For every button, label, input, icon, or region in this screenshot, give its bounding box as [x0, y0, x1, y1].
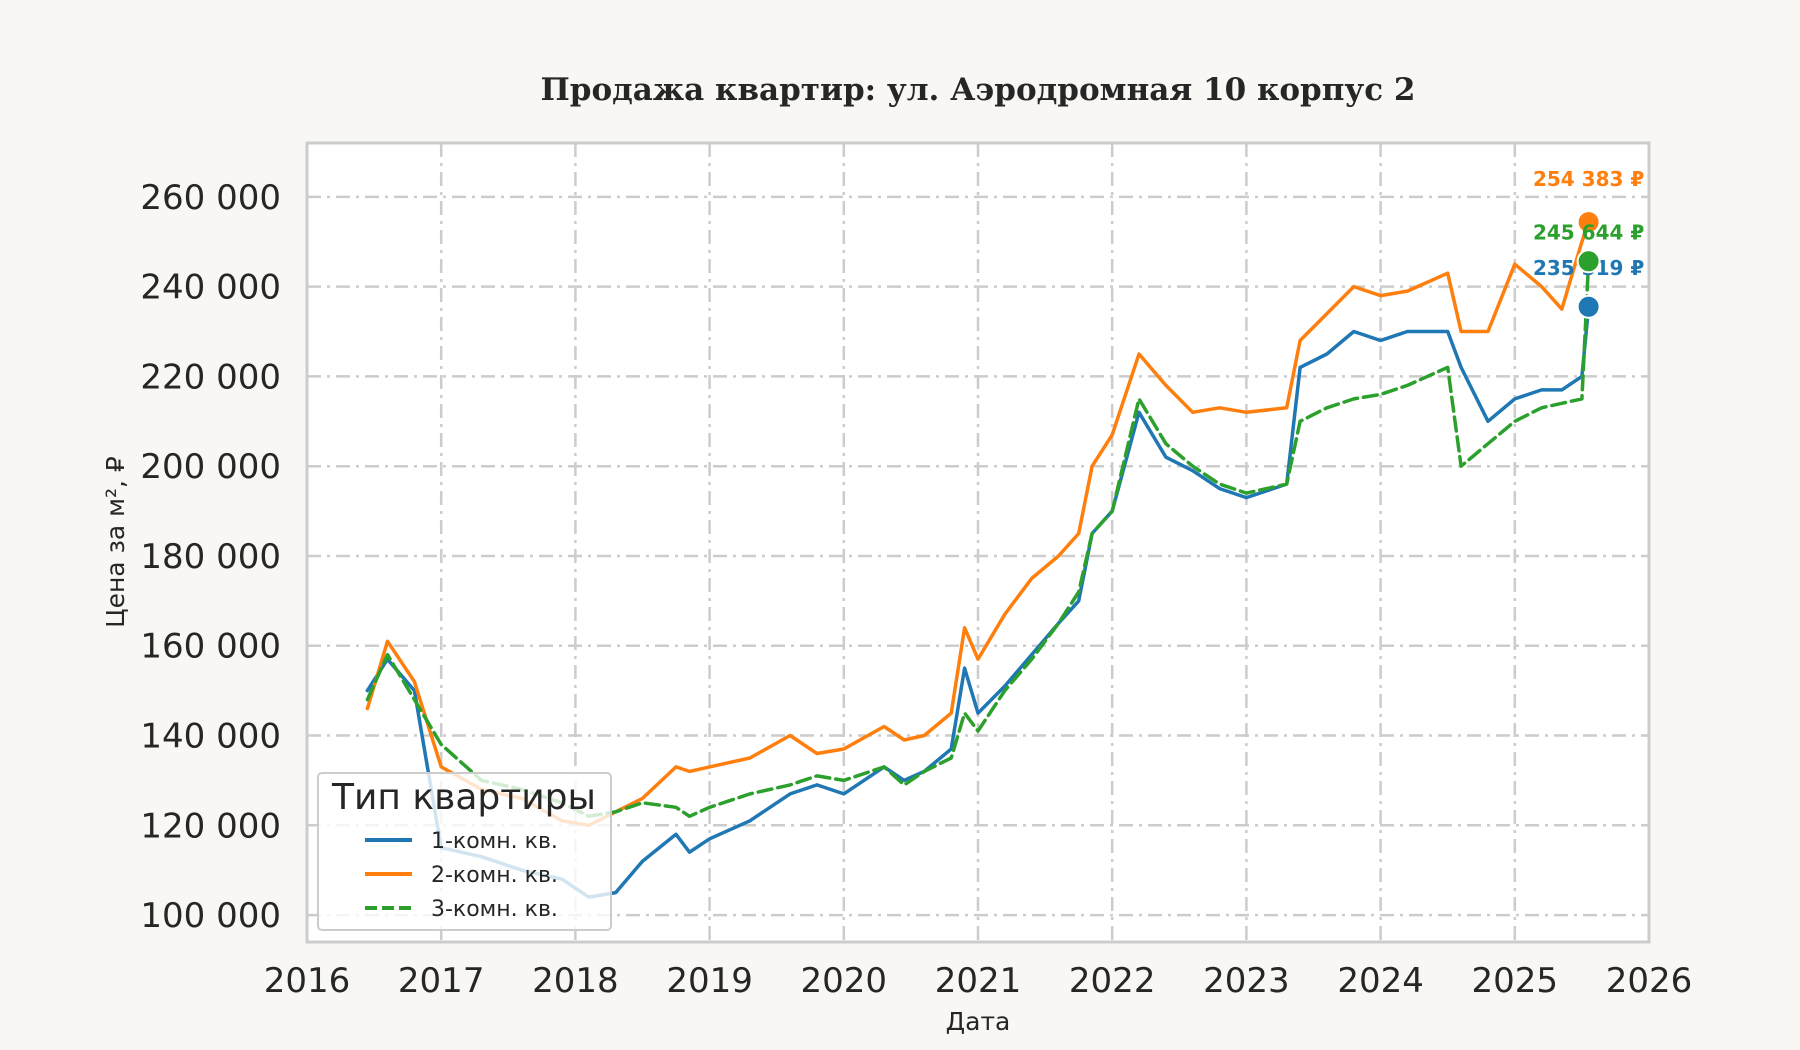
legend-title: Тип квартиры — [331, 777, 596, 818]
series-end-marker-2 — [1576, 210, 1601, 235]
series-end-label-3: 245 644 ₽ — [1533, 220, 1644, 244]
x-tick-label: 2025 — [1472, 961, 1559, 1001]
x-tick-label: 2024 — [1337, 961, 1424, 1001]
legend-label-2: 2-комн. кв. — [431, 863, 558, 888]
y-tick-label: 180 000 — [140, 537, 281, 577]
y-tick-label: 240 000 — [140, 268, 281, 308]
x-tick-label: 2020 — [801, 961, 888, 1001]
y-tick-label: 220 000 — [140, 357, 281, 397]
y-axis-ticks: 100 000 120 000 140 000 160 000 180 000 200 0… — [140, 178, 281, 936]
y-tick-label: 120 000 — [140, 806, 281, 846]
x-tick-label: 2023 — [1203, 961, 1290, 1001]
series-end-marker-1 — [1576, 294, 1601, 319]
x-axis-label: Дата — [946, 1007, 1011, 1036]
y-tick-label: 100 000 — [140, 896, 281, 936]
legend: Тип квартиры 1-комн. кв. 2-комн. кв. 3-ком… — [317, 772, 612, 931]
y-axis-label: Цена за м², ₽ — [101, 456, 130, 628]
y-tick-label: 200 000 — [140, 447, 281, 487]
x-tick-label: 2019 — [666, 961, 753, 1001]
series-end-marker-3 — [1576, 249, 1601, 274]
x-tick-label: 2017 — [398, 961, 485, 1001]
legend-label-1: 1-комн. кв. — [431, 829, 558, 854]
x-tick-label: 2016 — [264, 961, 351, 1001]
legend-box — [317, 772, 612, 931]
chart-title: Продажа квартир: ул. Аэродромная 10 корп… — [541, 72, 1416, 108]
x-tick-label: 2026 — [1606, 961, 1693, 1001]
legend-label-3: 3-комн. кв. — [431, 897, 558, 922]
end-markers: 235 519 ₽254 383 ₽245 644 ₽ — [1533, 167, 1644, 319]
y-tick-label: 160 000 — [140, 627, 281, 667]
x-tick-label: 2018 — [532, 961, 619, 1001]
series-end-label-2: 254 383 ₽ — [1533, 167, 1644, 191]
y-tick-label: 140 000 — [140, 717, 281, 757]
grid-lines — [305, 143, 1651, 942]
legend-items: 1-комн. кв. 2-комн. кв. 3-комн. кв. — [365, 829, 558, 922]
x-axis-ticks: 2016 2017 2018 2019 2020 2021 2022 2023 2024 2025… — [264, 961, 1693, 1001]
x-tick-label: 2022 — [1069, 961, 1156, 1001]
y-tick-label: 260 000 — [140, 178, 281, 218]
x-tick-label: 2021 — [935, 961, 1022, 1001]
